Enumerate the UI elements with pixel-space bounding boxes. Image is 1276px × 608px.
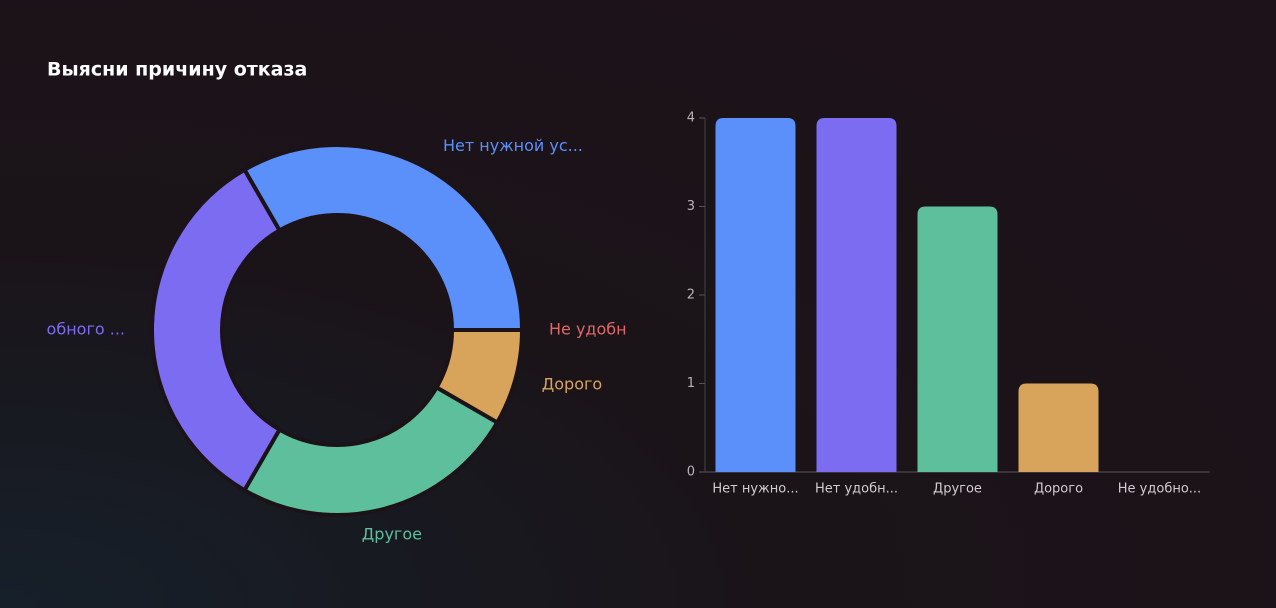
dashboard-title: Выясни причину отказа — [47, 59, 307, 81]
y-tick-label: 2 — [687, 288, 695, 303]
donut-segment — [241, 384, 500, 517]
y-tick-label: 3 — [687, 199, 695, 214]
donut-segment — [241, 143, 525, 332]
bar — [1018, 383, 1099, 472]
donut-label: Нет нужной ус... — [443, 136, 583, 155]
donut-label: Дорого — [542, 374, 602, 393]
x-tick-label: Нет удобн... — [815, 482, 898, 497]
y-tick-label: 1 — [687, 376, 695, 391]
bar — [917, 206, 998, 472]
x-tick-label: Другое — [933, 482, 982, 497]
donut-label: обного ... — [47, 320, 125, 339]
x-tick-label: Не удобно... — [1118, 482, 1201, 497]
y-tick-label: 0 — [687, 465, 695, 480]
x-tick-label: Дорого — [1034, 482, 1083, 497]
x-tick-label: Нет нужно... — [712, 482, 798, 497]
y-tick-label: 4 — [687, 111, 695, 126]
bar — [715, 118, 796, 472]
donut-label: Не удобн — [549, 320, 627, 339]
bar — [816, 118, 897, 472]
donut-segment — [150, 167, 283, 493]
donut-label: Другое — [362, 524, 422, 543]
